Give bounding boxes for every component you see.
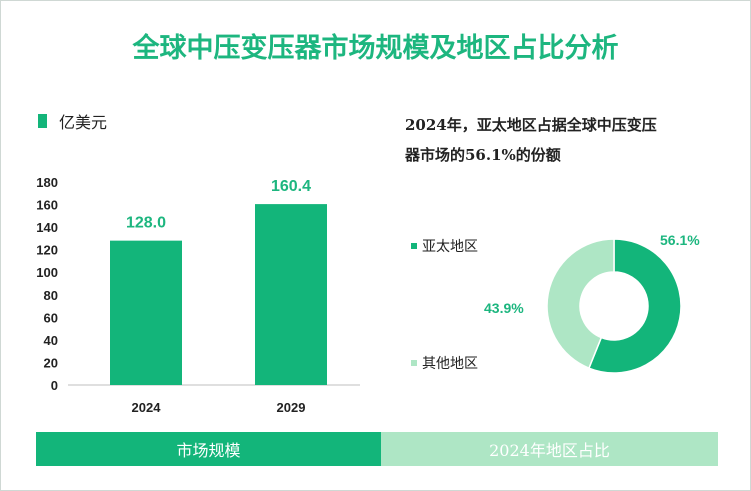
summary-note-line2: 器市场的56.1%的份额 [405,146,561,164]
y-tick-label-2: 40 [44,333,58,348]
footer-tab-region-share: 2024年地区占比 [381,432,718,466]
y-tick-label-1: 20 [44,355,58,370]
donut-slice-1 [546,238,615,370]
pie-legend-label-0: 亚太地区 [422,239,478,255]
unit-legend: 亿美元 [38,111,108,132]
summary-note: 2024年，亚太地区占据全球中压变压 器市场的56.1%的份额 [405,110,725,170]
summary-note-line1: 2024年，亚太地区占据全球中压变压 [405,116,657,134]
y-tick-label-6: 120 [36,243,58,258]
footer-tab-region-share-label: 2024年地区占比 [489,441,610,460]
pie-legend-swatch-0 [411,243,417,249]
unit-legend-label: 亿美元 [59,113,108,132]
x-tick-label-2024: 2024 [132,400,162,415]
pie-legend-label-1: 其他地区 [422,356,478,372]
pie-legend-item-1: 其他地区 [411,353,478,373]
unit-legend-swatch [38,114,47,128]
y-tick-label-5: 100 [36,265,58,280]
bar-2024 [110,240,182,385]
pie-data-label-1: 43.9% [484,300,524,316]
footer-tab-market-size: 市场规模 [36,432,381,466]
pie-legend-swatch-1 [411,360,417,366]
x-tick-label-2029: 2029 [277,400,306,415]
y-tick-label-4: 80 [44,288,58,303]
pie-legend-item-0: 亚太地区 [411,236,478,256]
bar-data-label-2024: 128.0 [126,215,166,232]
pie-data-label-0: 56.1% [660,232,700,248]
donut-slice-0 [587,238,682,374]
bar-chart: 0 20 40 60 80 100 120 140 160 180 128.0 2024 160.4 20… [36,175,360,415]
y-tick-label-7: 140 [36,220,58,235]
y-tick-label-9: 180 [36,175,58,190]
y-tick-label-3: 60 [44,310,58,325]
footer-tab-market-size-label: 市场规模 [176,441,241,460]
y-tick-label-0: 0 [51,378,58,393]
chart-title: 全球中压变压器市场规模及地区占比分析 [132,33,619,64]
bar-2029 [255,204,327,385]
donut-chart [546,238,682,374]
bar-data-label-2029: 160.4 [271,178,311,195]
y-tick-label-8: 160 [36,198,58,213]
